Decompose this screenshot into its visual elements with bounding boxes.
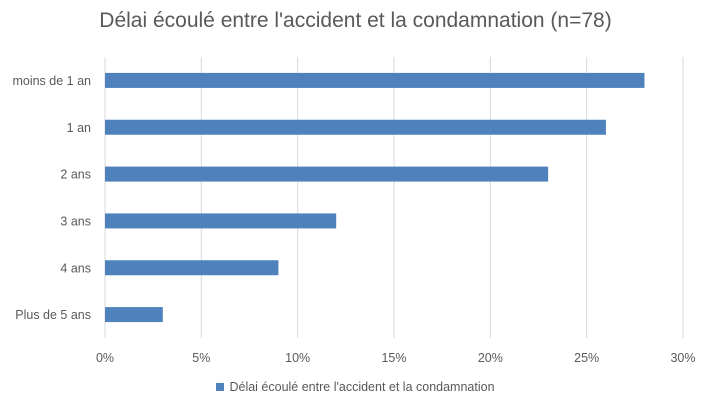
chart-title: Délai écoulé entre l'accident et la cond… [99, 9, 612, 32]
x-tick-label: 30% [670, 351, 695, 365]
bar-chart-plot: moins de 1 an 1 an 2 ans 3 ans 4 ans Plus de … [12, 57, 696, 365]
bar [105, 166, 549, 182]
x-tick-label: 5% [192, 351, 210, 365]
bar [105, 260, 279, 276]
x-tick-labels: 0% 5% 10% 15% 20% 25% 30% [96, 351, 696, 365]
x-tick-label: 20% [478, 351, 503, 365]
legend-label: Délai écoulé entre l'accident et la cond… [229, 380, 495, 394]
bars [105, 72, 645, 323]
category-label: 3 ans [60, 214, 91, 228]
bar [105, 213, 337, 229]
bar [105, 72, 645, 88]
x-tick-label: 25% [574, 351, 599, 365]
bar [105, 119, 606, 135]
category-label: 1 an [67, 121, 91, 135]
x-tick-label: 15% [381, 351, 406, 365]
category-label: moins de 1 an [12, 74, 91, 88]
gridlines [104, 57, 684, 338]
category-labels: moins de 1 an 1 an 2 ans 3 ans 4 ans Plus de … [12, 74, 91, 322]
category-label: Plus de 5 ans [15, 308, 91, 322]
x-tick-label: 0% [96, 351, 114, 365]
category-label: 4 ans [60, 261, 91, 275]
x-tick-label: 10% [285, 351, 310, 365]
legend: Délai écoulé entre l'accident et la cond… [0, 380, 711, 394]
category-label: 2 ans [60, 168, 91, 182]
legend-swatch [216, 383, 225, 391]
bar [105, 307, 163, 323]
